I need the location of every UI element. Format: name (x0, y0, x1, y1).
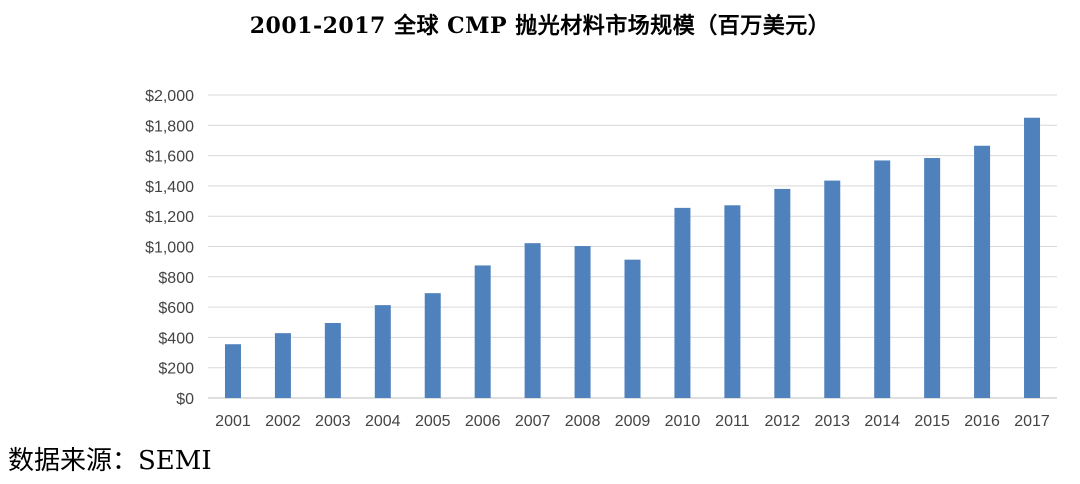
x-tick-label: 2011 (715, 413, 750, 430)
bar-2006 (474, 265, 491, 398)
x-tick-label: 2008 (565, 413, 601, 430)
x-tick-label: 2015 (914, 413, 950, 430)
bar-2016 (974, 145, 991, 398)
x-tick-label: 2005 (415, 413, 451, 430)
chart-title: 2001-2017 全球 CMP 抛光材料市场规模（百万美元） (249, 13, 831, 39)
bar-2009 (624, 259, 641, 398)
x-tick-label: 2002 (265, 413, 301, 430)
y-tick-label: $600 (158, 300, 194, 317)
bar-2003 (324, 323, 341, 398)
x-tick-label: 2007 (515, 413, 551, 430)
y-tick-label: $2,000 (145, 88, 194, 105)
x-tick-label: 2009 (615, 413, 651, 430)
y-tick-label: $1,200 (145, 209, 194, 226)
bar-2012 (774, 188, 791, 398)
bars (224, 117, 1041, 398)
y-tick-label: $800 (158, 270, 194, 287)
y-tick-label: $1,600 (145, 149, 194, 166)
bar-2011 (724, 205, 741, 398)
bar-2013 (824, 180, 841, 398)
x-tick-label: 2001 (215, 413, 251, 430)
y-tick-label: $0 (176, 391, 194, 408)
bar-chart: $0 $200 $400 $600 $800 $1,000 $1,200 $1,400 $1,6… (145, 88, 1057, 430)
y-tick-label: $200 (158, 361, 194, 378)
bar-2005 (424, 293, 441, 398)
y-tick-label: $400 (158, 330, 194, 347)
bar-2008 (574, 246, 591, 398)
x-tick-label: 2003 (315, 413, 351, 430)
x-tick-label: 2004 (365, 413, 401, 430)
bar-2001 (224, 344, 241, 398)
bar-2015 (924, 158, 941, 398)
x-axis-ticks: 2001 2002 2003 2004 2005 2006 2007 2008 2009 2010… (215, 413, 1050, 430)
x-tick-label: 2014 (864, 413, 900, 430)
source-note: 数据来源：SEMI (8, 446, 212, 476)
bar-2002 (274, 333, 291, 398)
x-tick-label: 2013 (814, 413, 850, 430)
bar-2004 (374, 305, 391, 398)
x-tick-label: 2006 (465, 413, 501, 430)
x-tick-label: 2017 (1014, 413, 1050, 430)
bar-2007 (524, 243, 541, 398)
x-tick-label: 2016 (964, 413, 1000, 430)
y-tick-label: $1,400 (145, 179, 194, 196)
bar-2014 (874, 160, 891, 398)
y-axis-ticks: $0 $200 $400 $600 $800 $1,000 $1,200 $1,400 $1,6… (145, 88, 194, 408)
bar-2017 (1024, 117, 1041, 398)
x-tick-label: 2012 (765, 413, 801, 430)
x-tick-label: 2010 (665, 413, 701, 430)
y-tick-label: $1,800 (145, 118, 194, 135)
bar-2010 (674, 207, 691, 398)
y-tick-label: $1,000 (145, 240, 194, 257)
